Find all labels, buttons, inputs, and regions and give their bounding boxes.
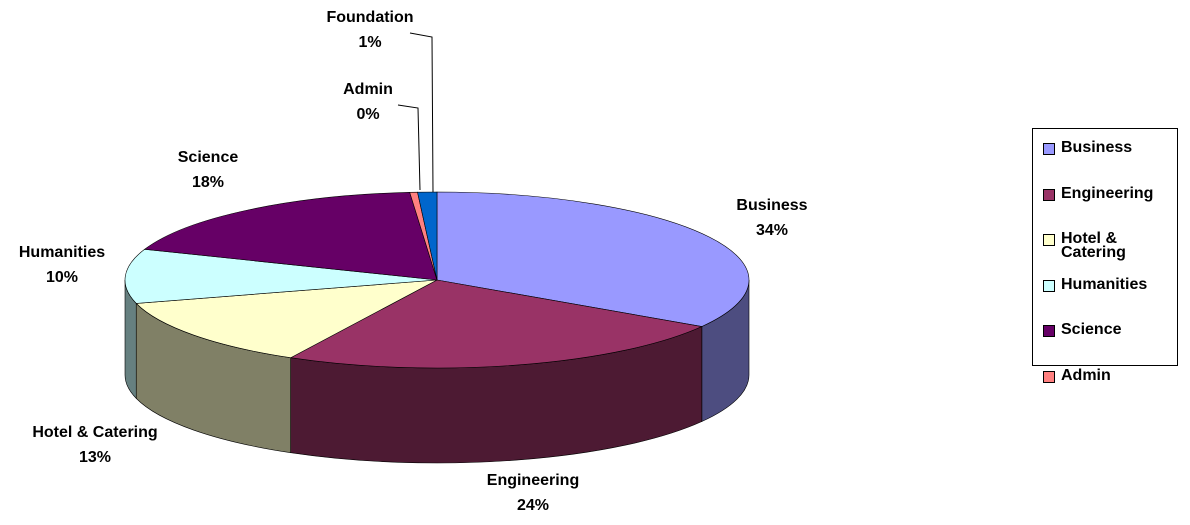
slice-value-label: 34% — [756, 222, 788, 239]
pie-slice — [143, 192, 438, 281]
legend-label: Humanities — [1061, 275, 1148, 293]
slice-label: Engineering — [487, 472, 579, 489]
pie-slice — [135, 279, 438, 359]
legend-label: Engineering — [1061, 184, 1154, 202]
pie-slice — [289, 279, 703, 369]
slice-value-label: 10% — [46, 269, 78, 286]
legend-swatch — [1043, 325, 1055, 337]
pie-slice — [417, 191, 438, 281]
legend-item: Admin — [1043, 366, 1177, 415]
legend-swatch — [1043, 143, 1055, 155]
legend: Business Engineering Hotel & Catering Human… — [1032, 128, 1178, 383]
slice-label: Business — [736, 197, 807, 214]
slice-label: Science — [178, 149, 239, 166]
legend-label: Hotel & Catering — [1061, 230, 1126, 261]
slice-label: Admin — [343, 81, 393, 98]
legend-label: Business — [1061, 139, 1133, 156]
chart: Business 34% Engineering 24% Hotel & Caterin… — [19, 9, 808, 514]
legend-item: Business — [1043, 139, 1177, 187]
legend-label: Science — [1061, 321, 1122, 338]
slice-label: Foundation — [326, 9, 413, 26]
legend-item: Humanities — [1043, 275, 1177, 324]
slice-label: Humanities — [19, 244, 105, 261]
slice-value-label: 1% — [358, 34, 381, 51]
slice-value-label: 18% — [192, 174, 224, 191]
leader-line — [409, 32, 434, 193]
legend-swatch — [1043, 188, 1055, 201]
slice-value-label: 24% — [517, 497, 549, 514]
legend-label: Admin — [1061, 366, 1111, 384]
slice-value-label: 13% — [79, 449, 111, 466]
leader-line — [397, 104, 421, 191]
pie-slice — [124, 248, 438, 304]
slice-label: Hotel & Catering — [32, 424, 157, 441]
legend-swatch — [1043, 234, 1055, 246]
legend-swatch — [1043, 370, 1055, 383]
slice-value-label: 0% — [356, 106, 379, 123]
legend-swatch — [1043, 279, 1055, 292]
legend-item: Science — [1043, 321, 1177, 369]
legend-item: Hotel & Catering — [1043, 230, 1177, 278]
legend-item: Engineering — [1043, 184, 1177, 233]
pie-slice — [436, 191, 750, 327]
